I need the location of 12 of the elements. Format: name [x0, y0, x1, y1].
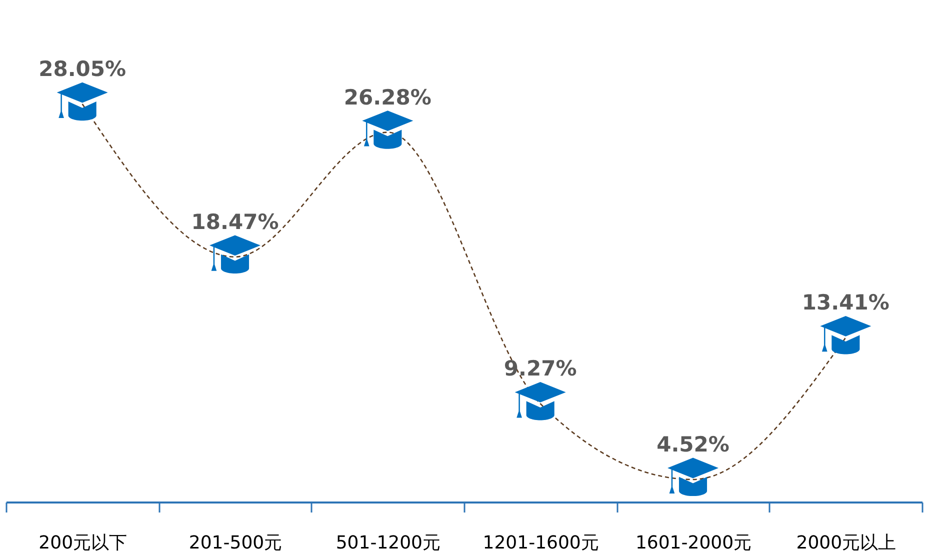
data-label: 4.52% [656, 432, 730, 456]
data-label: 13.41% [802, 290, 890, 315]
x-tick-label: 1601-2000元 [635, 532, 752, 554]
x-tick-label: 200元以下 [38, 532, 128, 554]
x-tick-label: 201-500元 [188, 532, 282, 554]
x-tick-label: 1201-1600元 [482, 532, 599, 554]
data-label: 9.27% [504, 356, 577, 381]
data-label: 26.28% [344, 85, 432, 110]
x-tick-label: 2000元以上 [796, 532, 896, 554]
data-label: 18.47% [191, 210, 279, 234]
data-label: 28.05% [38, 57, 126, 82]
x-tick-label: 501-1200元 [336, 532, 441, 554]
